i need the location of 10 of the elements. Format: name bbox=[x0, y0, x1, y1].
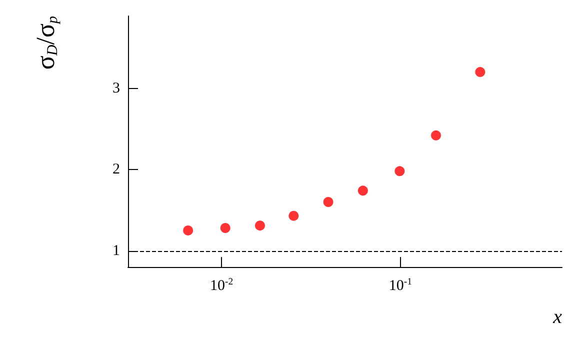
y-tick-label: 2 bbox=[112, 162, 120, 178]
x-axis-title: x bbox=[552, 306, 562, 328]
point bbox=[323, 197, 334, 208]
point bbox=[254, 220, 265, 231]
point bbox=[183, 225, 194, 236]
point bbox=[430, 130, 441, 140]
y-tick-label: 1 bbox=[112, 242, 120, 259]
point bbox=[288, 210, 299, 221]
y-tick-label: 3 bbox=[112, 80, 120, 96]
point bbox=[394, 166, 405, 176]
